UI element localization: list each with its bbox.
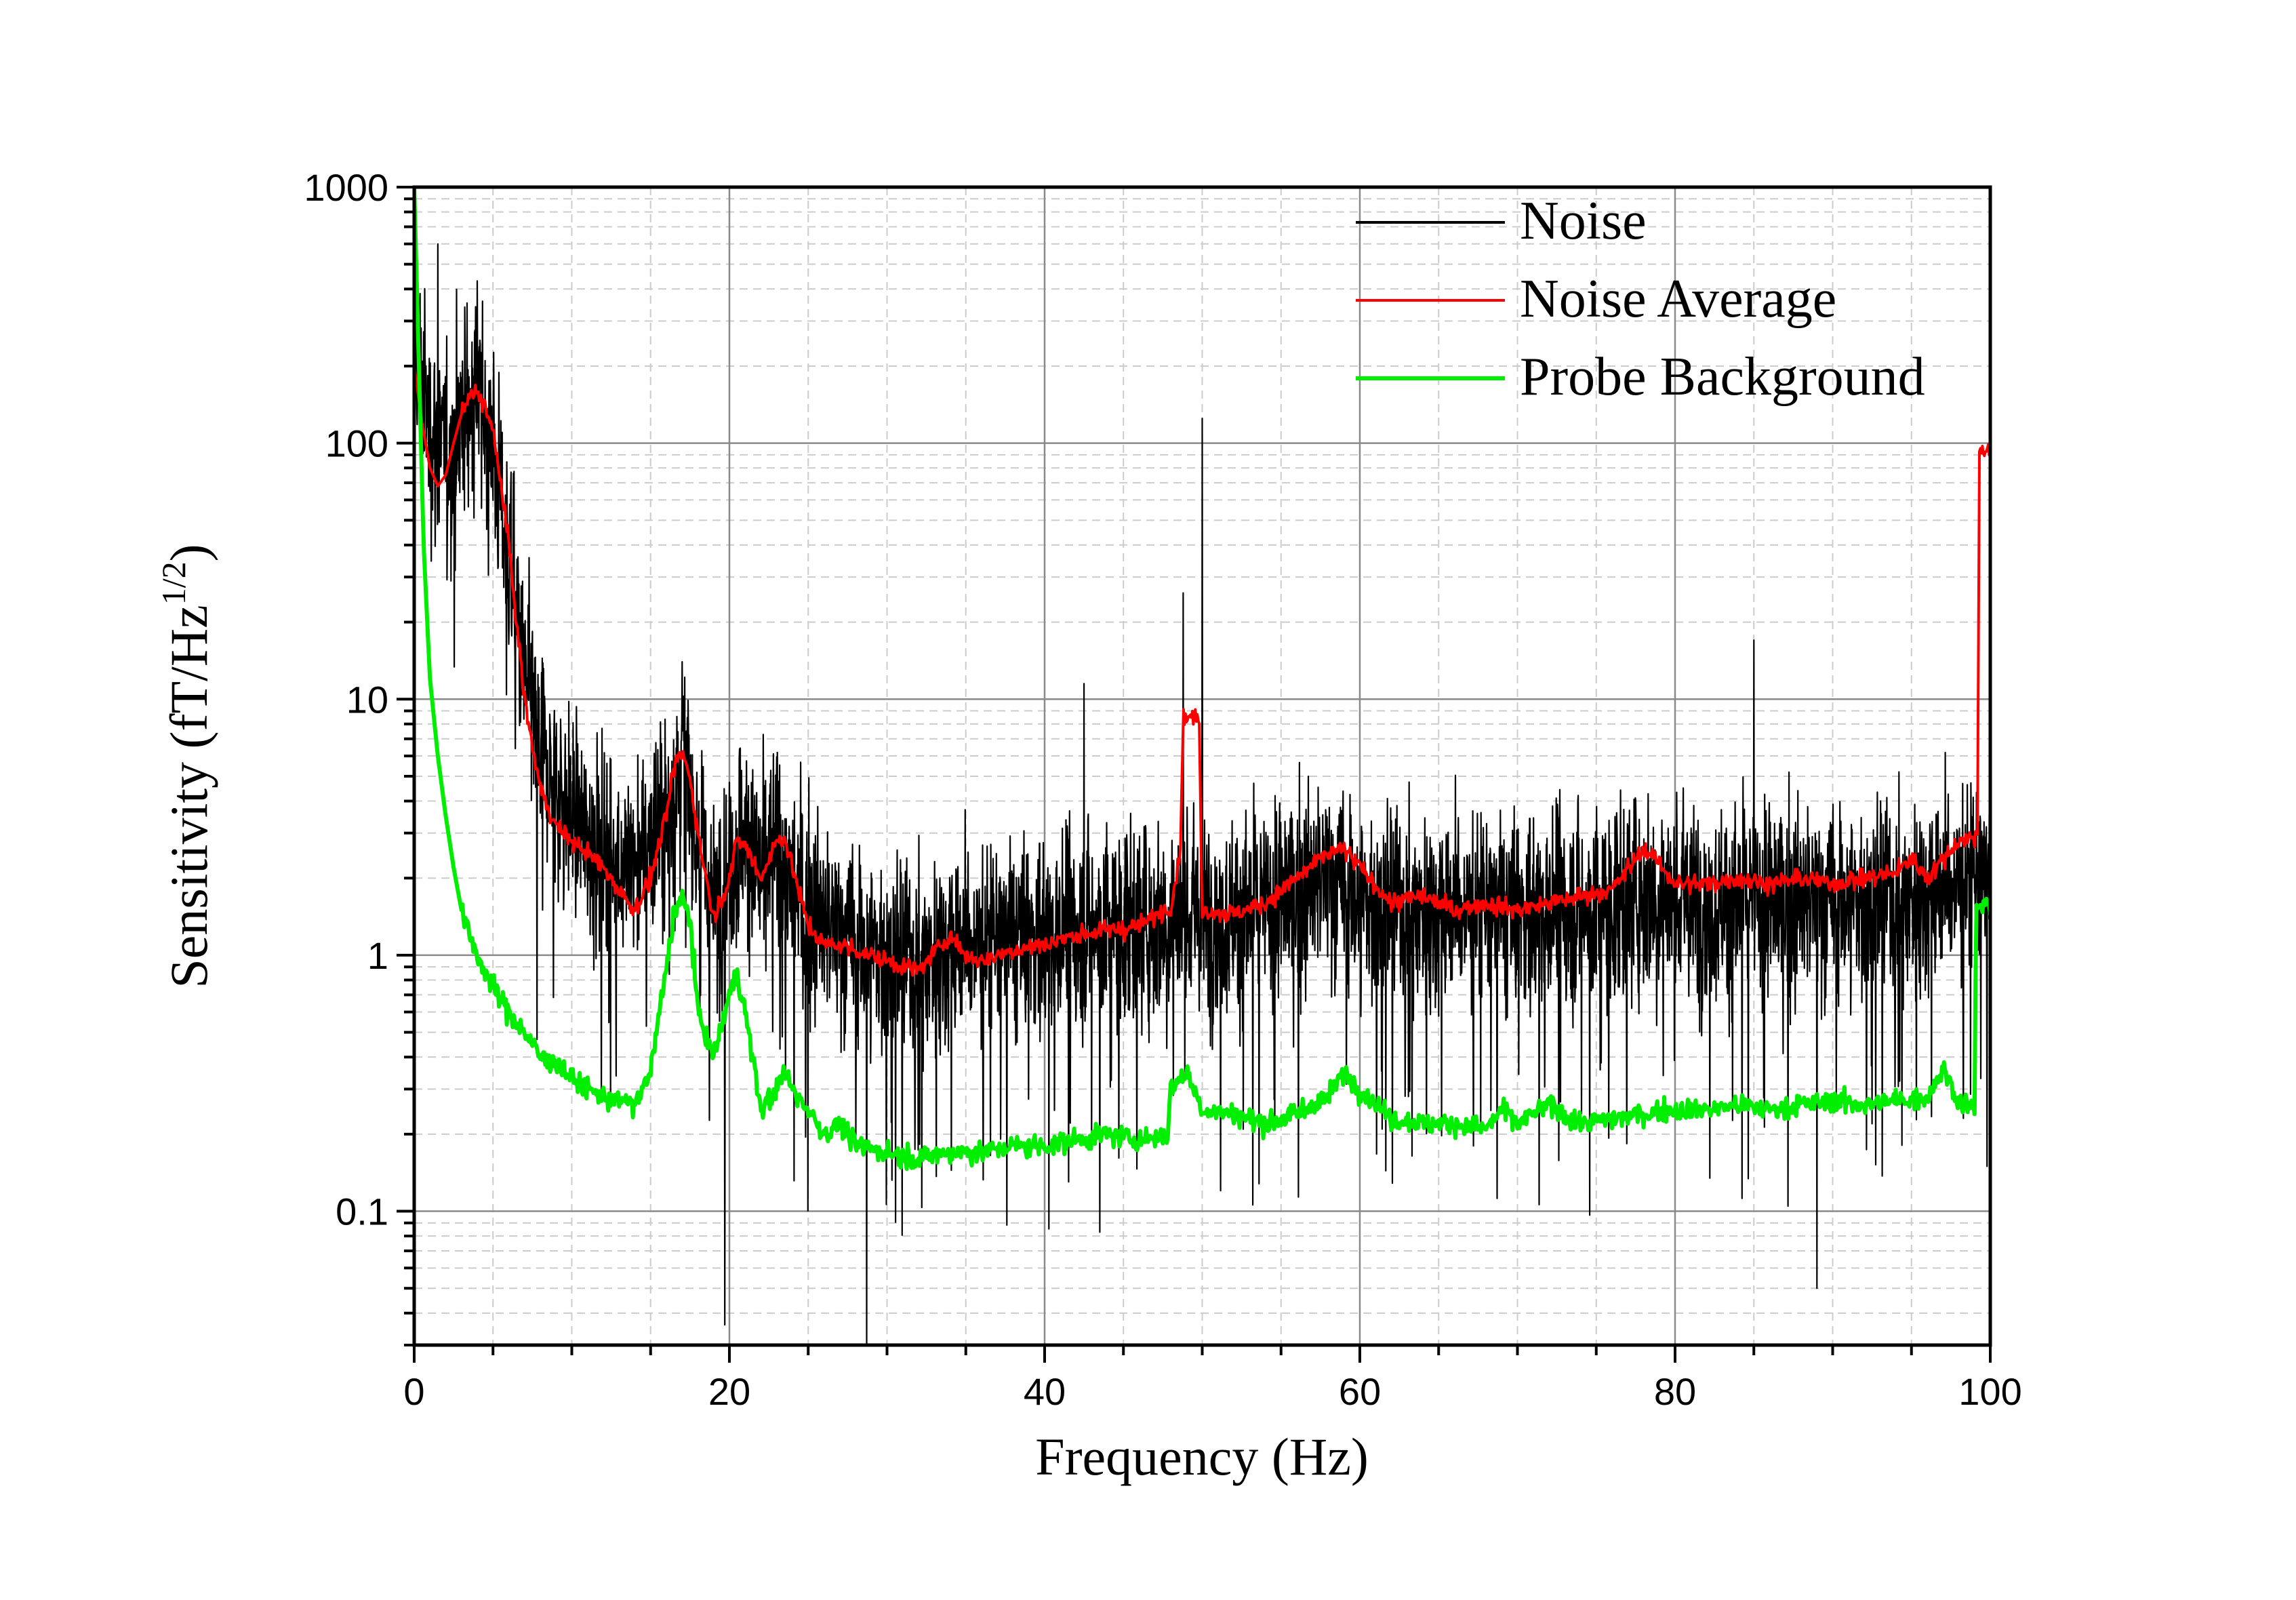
series-noise: [414, 243, 1990, 1345]
legend-label: Noise Average: [1520, 269, 1836, 329]
axis-ticks: [397, 186, 1992, 1363]
y-tick-label: 1000: [304, 166, 388, 209]
tick-labels: 0 20 40 60 80 100 0.1 1 10 100 1000: [304, 166, 2021, 1413]
y-axis-title-sup: 1/2: [155, 561, 193, 605]
series-noise-average: [414, 365, 1990, 977]
series-layer: [414, 187, 1990, 1345]
legend: Noise Noise Average Probe Background: [1356, 191, 1925, 407]
y-axis-title-main: Sensitivity (fT/Hz: [159, 605, 218, 988]
x-tick-label: 20: [708, 1370, 750, 1413]
x-axis-title: Frequency (Hz): [1035, 1427, 1369, 1486]
x-tick-label: 60: [1339, 1370, 1381, 1413]
series-probe-background: [414, 187, 1990, 1172]
x-tick-label: 0: [403, 1370, 424, 1413]
legend-entry-noise: Noise: [1356, 191, 1647, 251]
y-axis-title-close: ): [159, 544, 218, 561]
legend-entry-probe-background: Probe Background: [1356, 347, 1925, 407]
y-tick-label: 100: [325, 422, 388, 465]
y-tick-label: 10: [346, 678, 388, 721]
x-tick-label: 80: [1654, 1370, 1696, 1413]
y-tick-label: 1: [367, 934, 388, 977]
legend-entry-noise-average: Noise Average: [1356, 269, 1836, 329]
y-axis-title: Sensitivity (fT/Hz1/2): [155, 544, 218, 988]
x-tick-label: 40: [1024, 1370, 1066, 1413]
legend-label: Noise: [1520, 191, 1647, 251]
x-tick-label: 100: [1958, 1370, 2021, 1413]
y-tick-label: 0.1: [336, 1191, 388, 1233]
legend-label: Probe Background: [1520, 347, 1925, 407]
